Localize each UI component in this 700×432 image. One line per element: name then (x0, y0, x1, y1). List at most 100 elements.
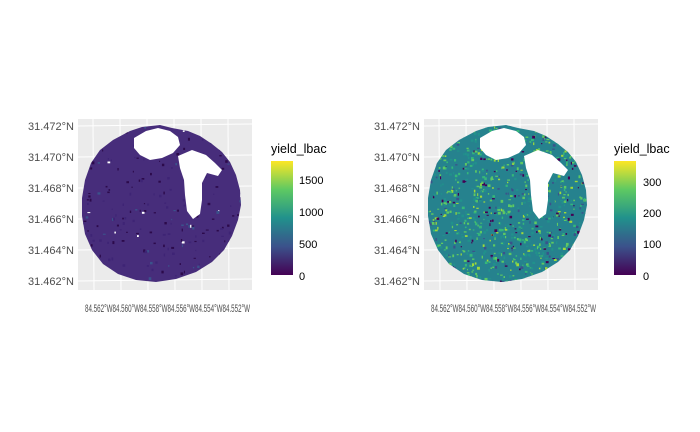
yield-cell (492, 195, 495, 198)
yield-cell (531, 231, 534, 235)
yield-cell (492, 266, 495, 269)
yield-cell (134, 156, 136, 159)
yield-cell (516, 130, 520, 133)
yield-cell (463, 259, 467, 262)
yield-cell (148, 277, 152, 281)
yield-cell (579, 207, 581, 210)
yield-cell (188, 225, 191, 228)
yield-cell (439, 216, 441, 218)
yield-cell (521, 232, 524, 235)
yield-cell (494, 257, 497, 260)
yield-cell (486, 158, 488, 160)
yield-cell (484, 250, 487, 253)
yield-cell (171, 167, 173, 169)
yield-field-1 (82, 125, 241, 282)
yield-cell (463, 153, 465, 156)
yield-cell (193, 257, 196, 259)
yield-cell (503, 164, 505, 166)
yield-cell (521, 151, 525, 153)
yield-cell (512, 245, 514, 248)
yield-cell (221, 226, 224, 229)
yield-cell (484, 184, 487, 187)
yield-cell (176, 153, 180, 156)
yield-cell (111, 257, 114, 261)
yield-cell (498, 228, 502, 232)
yield-cell (545, 267, 548, 270)
yield-cell (90, 234, 93, 237)
y-tick-labels: 31.472°N 31.470°N 31.468°N 31.466°N 31.4… (374, 121, 420, 288)
yield-cell (220, 228, 224, 230)
yield-cell (479, 276, 482, 280)
yield-cell (449, 190, 452, 194)
yield-cell (467, 157, 470, 160)
yield-cell (467, 217, 469, 219)
yield-cell (493, 252, 496, 255)
yield-cell (171, 246, 175, 249)
yield-cell (540, 257, 542, 259)
yield-cell (488, 206, 491, 209)
yield-cell (535, 225, 539, 228)
yield-cell (464, 263, 467, 267)
yield-cell (576, 225, 579, 229)
yield-cell (500, 242, 503, 244)
yield-cell (570, 203, 573, 206)
yield-cell (201, 138, 204, 141)
yield-cell (513, 197, 515, 200)
yield-cell (557, 192, 559, 196)
yield-cell (523, 253, 525, 255)
yield-cell (567, 193, 569, 197)
legend-label: 0 (643, 271, 649, 283)
yield-cell (167, 177, 170, 180)
yield-cell (117, 168, 119, 171)
yield-cell (554, 201, 556, 203)
yield-cell (126, 231, 128, 233)
yield-cell (527, 250, 531, 252)
yield-cell (541, 143, 543, 145)
yield-cell (433, 227, 435, 229)
yield-cell (492, 198, 495, 200)
yield-cell (444, 207, 447, 210)
yield-cell (181, 244, 183, 248)
yield-cell (122, 217, 124, 220)
yield-cell (524, 253, 527, 257)
yield-cell (512, 247, 516, 249)
yield-cell (487, 193, 490, 195)
yield-cell (448, 256, 452, 258)
yield-cell (462, 250, 465, 252)
yield-cell (151, 268, 154, 272)
yield-cell (132, 170, 134, 173)
yield-cell (487, 184, 491, 187)
yield-cell (486, 259, 489, 262)
yield-cell (520, 257, 522, 260)
yield-cell (430, 180, 433, 184)
yield-cell (188, 241, 192, 244)
yield-cell (183, 147, 186, 150)
yield-cell (538, 252, 540, 254)
yield-cell (541, 261, 545, 264)
yield-cell (552, 148, 555, 150)
yield-cell (518, 238, 522, 242)
yield-cell (531, 227, 534, 230)
yield-cell (501, 260, 504, 263)
yield-cell (456, 232, 460, 235)
yield-cell (187, 137, 190, 141)
yield-cell (140, 179, 143, 183)
yield-cell (552, 144, 556, 147)
yield-cell (474, 161, 477, 165)
yield-cell (490, 256, 493, 259)
yield-cell (521, 202, 523, 205)
yield-cell (479, 170, 481, 174)
yield-cell (556, 143, 559, 146)
yield-cell (181, 228, 183, 232)
yield-cell (574, 159, 576, 163)
yield-cell (436, 191, 438, 195)
yield-cell (502, 209, 505, 212)
yield-cell (432, 219, 435, 221)
y-tick-label: 31.472°N (28, 121, 74, 133)
yield-cell (147, 203, 150, 206)
yield-cell (87, 212, 91, 214)
yield-cell (511, 158, 514, 161)
yield-cell (498, 252, 502, 254)
yield-cell (580, 204, 582, 207)
yield-cell (516, 167, 519, 171)
